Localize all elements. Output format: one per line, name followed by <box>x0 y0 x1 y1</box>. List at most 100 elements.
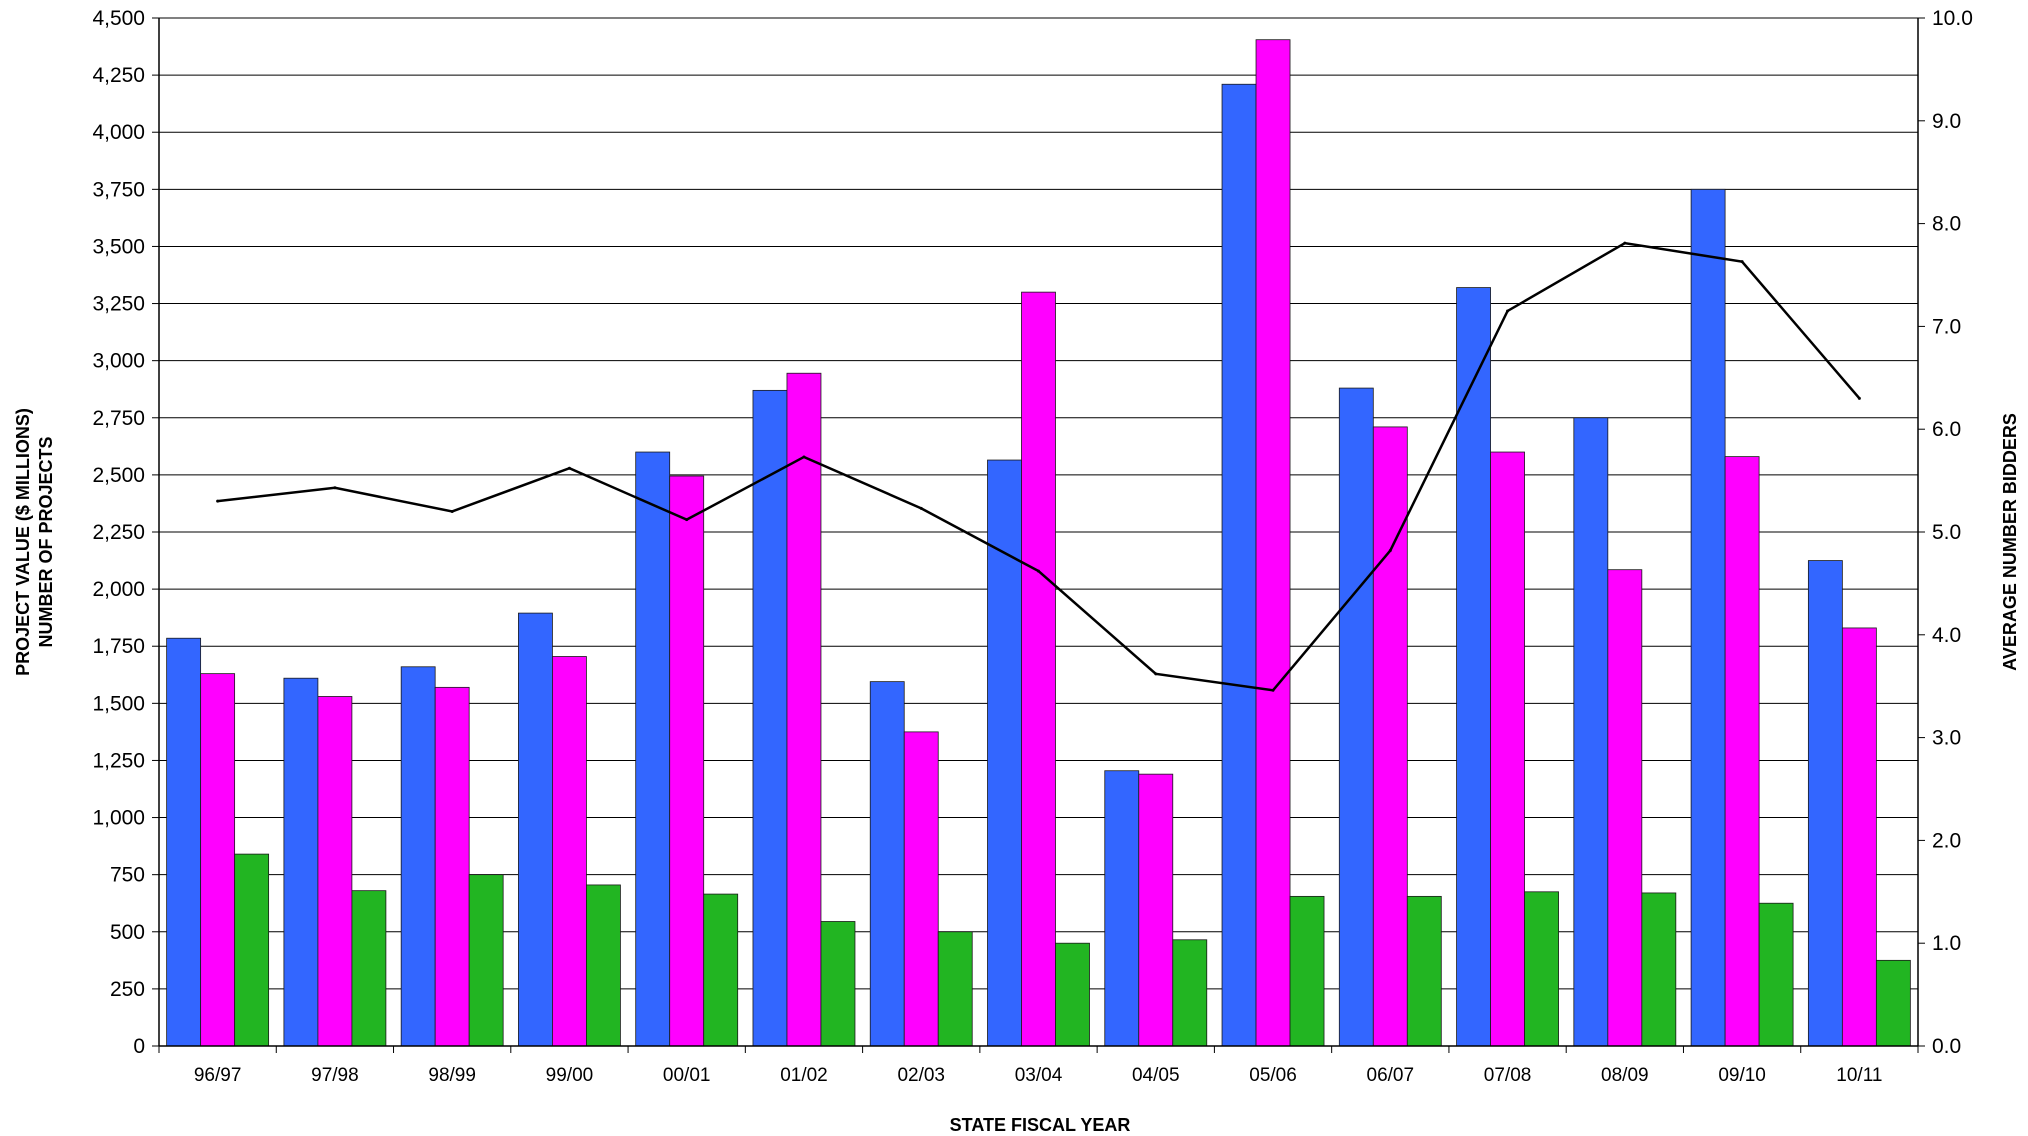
y2-tick-label: 10.0 <box>1932 7 1973 30</box>
y-tick-label: 1,750 <box>92 635 145 658</box>
right-axis-ticks: 0.0 1.0 2.0 3.0 4.0 5.0 6.0 7.0 8.0 9.0 10.0 <box>1932 7 1973 1058</box>
y2-tick-label: 2.0 <box>1932 829 1961 852</box>
line-point <box>1740 260 1744 264</box>
bar <box>518 612 553 1047</box>
x-tick-label: 04/05 <box>1132 1065 1180 1086</box>
y-tick-label: 4,250 <box>92 64 145 87</box>
y-tick-label: 3,250 <box>92 293 145 316</box>
bar <box>635 451 671 1047</box>
x-tick-label: 10/11 <box>1836 1065 1882 1086</box>
line-point <box>450 509 454 513</box>
bar <box>234 853 270 1047</box>
x-tick-label: 09/10 <box>1718 1065 1766 1086</box>
bar <box>1104 770 1140 1047</box>
x-tick-label: 07/08 <box>1484 1065 1532 1086</box>
bar <box>1490 451 1525 1047</box>
bar <box>166 637 202 1047</box>
x-axis-title: STATE FISCAL YEAR <box>950 1115 1131 1135</box>
x-tick-label: 05/06 <box>1249 1065 1297 1086</box>
line-point <box>1623 241 1627 245</box>
y-tick-label: 4,500 <box>92 7 145 30</box>
bar <box>317 696 353 1047</box>
y-tick-label: 2,250 <box>92 521 145 544</box>
x-tick-label: 97/98 <box>311 1065 359 1086</box>
y-axis-title-line-1: PROJECT VALUE ($ MILLIONS) <box>13 408 33 676</box>
y2-tick-label: 4.0 <box>1932 624 1961 647</box>
y-tick-label: 1,000 <box>92 807 145 830</box>
y2-tick-label: 1.0 <box>1932 932 1961 955</box>
bar-series <box>166 39 1911 1047</box>
bar <box>1807 560 1843 1047</box>
y2-tick-label: 5.0 <box>1932 521 1961 544</box>
y2-tick-label: 0.0 <box>1932 1035 1961 1058</box>
y-tick-label: 1,500 <box>92 692 145 715</box>
line-point <box>685 518 689 522</box>
line-point <box>333 486 337 490</box>
axes <box>152 17 1925 1053</box>
y-tick-label: 3,500 <box>92 235 145 258</box>
line-point <box>1388 549 1392 553</box>
y2-tick-label: 7.0 <box>1932 315 1961 338</box>
bar <box>1406 895 1442 1047</box>
x-tick-label: 01/02 <box>780 1065 828 1086</box>
line-point <box>802 455 806 459</box>
x-tick-label: 08/09 <box>1601 1065 1649 1086</box>
x-tick-label: 03/04 <box>1015 1065 1063 1086</box>
bar <box>400 666 436 1047</box>
bar <box>1875 959 1911 1047</box>
bar <box>1641 892 1677 1047</box>
bar <box>586 884 621 1047</box>
bar <box>1021 291 1056 1047</box>
bar <box>552 656 587 1047</box>
line-point <box>1857 396 1861 400</box>
bar <box>1055 942 1090 1047</box>
bar <box>752 389 788 1047</box>
x-tick-label: 02/03 <box>897 1065 945 1086</box>
x-axis-ticks: 96/97 97/98 98/99 99/00 00/01 01/02 02/03 03/04… <box>194 1065 1883 1086</box>
x-tick-label: 98/99 <box>428 1065 476 1086</box>
bar <box>1607 569 1643 1047</box>
y2-tick-label: 8.0 <box>1932 213 1961 236</box>
y-tick-label: 750 <box>110 864 145 887</box>
y-tick-label: 2,000 <box>92 578 145 601</box>
y-tick-label: 250 <box>110 978 145 1001</box>
bar <box>1524 891 1559 1047</box>
left-axis-ticks: 0 250 500 750 1,000 1,250 1,500 1,750 2,000 2,250… <box>92 7 145 1058</box>
y-tick-label: 0 <box>133 1035 145 1058</box>
bar <box>937 931 973 1047</box>
bar <box>869 681 905 1047</box>
bar <box>1289 895 1325 1047</box>
bar <box>1573 417 1609 1047</box>
bar <box>1456 287 1491 1047</box>
bar <box>820 921 856 1047</box>
line-point <box>1271 688 1275 692</box>
bar <box>283 677 319 1047</box>
line-point <box>919 506 923 510</box>
line-point <box>1154 672 1158 676</box>
y-tick-label: 2,750 <box>92 407 145 430</box>
y2-tick-label: 9.0 <box>1932 110 1961 133</box>
y-tick-label: 2,500 <box>92 464 145 487</box>
bar <box>1372 426 1408 1047</box>
y-tick-label: 4,000 <box>92 121 145 144</box>
y-tick-label: 3,000 <box>92 350 145 373</box>
x-tick-label: 06/07 <box>1367 1065 1415 1086</box>
bar <box>1690 188 1726 1047</box>
line-series <box>216 241 1861 692</box>
y-tick-label: 1,250 <box>92 749 145 772</box>
x-tick-label: 99/00 <box>546 1065 594 1086</box>
bar <box>1172 939 1208 1047</box>
y2-axis-title: AVERAGE NUMBER BIDDERS <box>2000 413 2020 671</box>
y-tick-label: 500 <box>110 921 145 944</box>
bar <box>434 686 470 1047</box>
y2-tick-label: 3.0 <box>1932 727 1961 750</box>
bar <box>1138 773 1174 1047</box>
x-tick-label: 00/01 <box>663 1065 711 1086</box>
y-axis-title-line-2: NUMBER OF PROJECTS <box>36 436 56 647</box>
bar <box>703 893 739 1047</box>
bar <box>1758 902 1794 1047</box>
bar <box>669 475 705 1047</box>
bar <box>1338 387 1374 1047</box>
bar <box>200 673 236 1047</box>
